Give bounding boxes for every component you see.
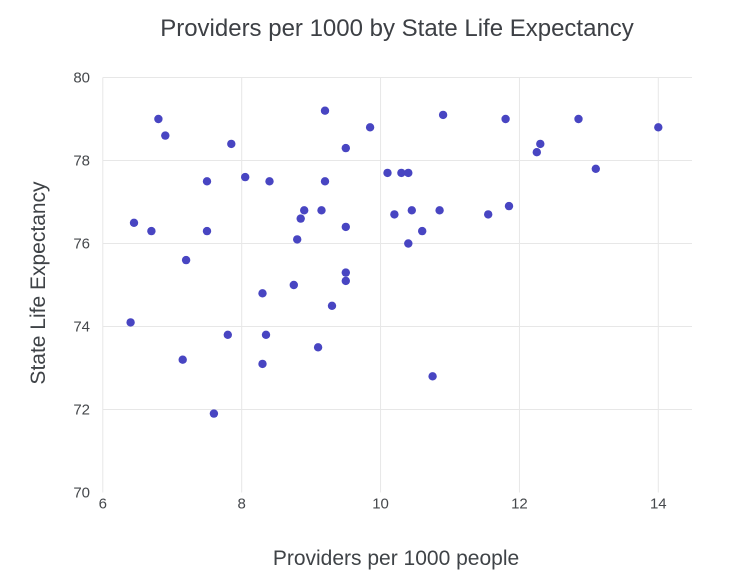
data-point[interactable]: [438, 110, 448, 120]
data-point[interactable]: [341, 143, 350, 153]
data-point[interactable]: [126, 318, 135, 327]
data-point[interactable]: [404, 239, 413, 248]
y-axis-label: State Life Expectancy: [27, 181, 50, 385]
data-point[interactable]: [383, 168, 392, 178]
data-point[interactable]: [574, 114, 583, 124]
data-point[interactable]: [223, 330, 232, 339]
gridlines: [102, 77, 692, 493]
y-tick-label: 70: [73, 485, 90, 502]
data-point[interactable]: [181, 255, 191, 265]
data-point[interactable]: [501, 114, 510, 124]
y-tick-label: 78: [73, 153, 90, 170]
data-point[interactable]: [258, 289, 267, 298]
y-tick-label: 80: [73, 70, 90, 87]
data-point[interactable]: [484, 210, 493, 219]
data-point[interactable]: [532, 148, 541, 157]
x-tick-label: 6: [99, 496, 107, 513]
chart-title: Providers per 1000 by State Life Expecta…: [160, 15, 634, 42]
tick-labels: 6 8 10 12 14 70 72 74 76 78 80: [73, 70, 666, 513]
data-point[interactable]: [129, 218, 139, 227]
data-point[interactable]: [390, 210, 399, 219]
data-point[interactable]: [365, 123, 375, 132]
data-point[interactable]: [289, 280, 298, 290]
y-tick-label: 74: [73, 319, 90, 336]
data-point[interactable]: [435, 206, 444, 215]
x-tick-label: 10: [372, 496, 389, 513]
data-point[interactable]: [258, 359, 267, 369]
data-point[interactable]: [654, 123, 663, 132]
x-tick-label: 14: [650, 496, 667, 513]
data-point[interactable]: [154, 114, 163, 124]
x-tick-label: 8: [238, 496, 246, 513]
data-point[interactable]: [341, 268, 350, 277]
data-point[interactable]: [293, 235, 302, 244]
data-point[interactable]: [317, 206, 326, 215]
data-point[interactable]: [202, 226, 212, 236]
data-point[interactable]: [227, 139, 236, 149]
y-tick-label: 72: [73, 402, 90, 419]
data-point[interactable]: [404, 168, 413, 178]
x-tick-label: 12: [511, 496, 528, 513]
data-point[interactable]: [161, 131, 170, 140]
y-tick-label: 76: [73, 236, 90, 253]
data-point[interactable]: [178, 355, 187, 364]
data-point[interactable]: [296, 214, 305, 223]
data-point[interactable]: [341, 276, 350, 286]
data-point[interactable]: [397, 168, 406, 178]
data-point[interactable]: [209, 409, 219, 418]
data-point[interactable]: [327, 301, 337, 310]
data-point[interactable]: [407, 206, 416, 215]
data-point[interactable]: [418, 226, 427, 236]
data-point[interactable]: [265, 177, 274, 186]
data-point[interactable]: [313, 343, 323, 352]
x-axis-label: Providers per 1000 people: [273, 547, 519, 570]
data-point[interactable]: [536, 139, 545, 149]
data-point[interactable]: [320, 177, 330, 186]
data-point[interactable]: [241, 172, 250, 182]
data-point[interactable]: [261, 330, 271, 339]
data-point[interactable]: [202, 177, 212, 186]
data-point[interactable]: [341, 222, 350, 232]
data-point[interactable]: [591, 164, 600, 173]
data-point[interactable]: [504, 201, 514, 211]
data-points-layer: [126, 106, 663, 418]
data-point[interactable]: [300, 206, 309, 215]
data-point[interactable]: [428, 372, 437, 381]
data-point[interactable]: [147, 226, 156, 236]
data-point[interactable]: [320, 106, 330, 115]
